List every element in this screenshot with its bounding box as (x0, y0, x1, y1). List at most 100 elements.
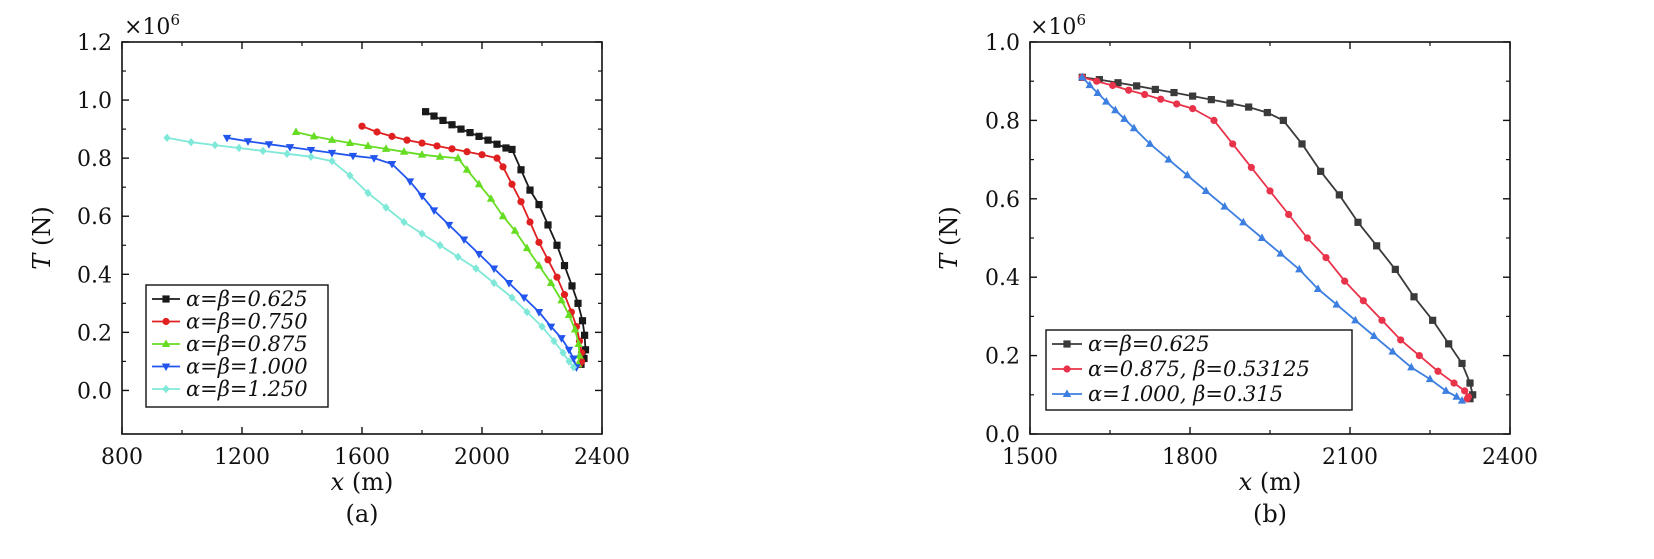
data-point (429, 207, 439, 216)
data-point (544, 221, 552, 229)
legend-box (145, 284, 329, 408)
data-point (1458, 359, 1466, 368)
data-point (403, 136, 411, 144)
data-point (535, 201, 543, 209)
data-point (1157, 95, 1165, 103)
data-point (1298, 140, 1306, 148)
data-point (1145, 139, 1155, 147)
x-tick-label: 2400 (574, 445, 630, 470)
data-point (1257, 233, 1267, 241)
y-tick-label: 0.8 (985, 109, 1020, 134)
legend-entry: α=β=0.625 (1088, 332, 1210, 356)
data-point (1378, 316, 1386, 324)
data-point (459, 236, 469, 245)
data-point (453, 153, 463, 162)
data-point (1093, 88, 1102, 96)
x-tick-label: 2100 (1322, 445, 1378, 470)
x-axis-label: x (m) (331, 468, 394, 496)
x-tick-label: 1600 (334, 445, 390, 470)
data-point (565, 357, 573, 366)
legend: α=β=0.625α=β=0.750α=β=0.875α=β=1.000α=β=… (145, 284, 329, 408)
x-tick-label: 1800 (1162, 445, 1218, 470)
data-point (546, 323, 556, 332)
data-point (418, 229, 426, 238)
data-point (328, 156, 336, 166)
series-5 (163, 133, 578, 372)
legend-marker (1062, 389, 1072, 397)
data-point (535, 238, 543, 246)
data-point (564, 346, 574, 355)
data-point (285, 144, 295, 152)
data-point (486, 194, 496, 202)
data-point (1425, 374, 1435, 383)
legend-entry: α=β=0.750 (186, 310, 308, 334)
data-point (1164, 155, 1173, 163)
data-point (436, 241, 444, 250)
data-point (1183, 170, 1192, 179)
data-point (417, 150, 427, 158)
data-point (1391, 265, 1399, 273)
data-point (1078, 72, 1087, 81)
data-point (259, 146, 267, 156)
legend-marker (161, 339, 171, 347)
data-point (388, 132, 396, 140)
y-tick-label: 0.0 (985, 423, 1020, 448)
data-point (550, 336, 558, 346)
data-point (463, 148, 471, 156)
data-point (1229, 140, 1237, 148)
data-point (1266, 187, 1274, 195)
data-point (348, 152, 358, 161)
legend-marker (162, 295, 170, 303)
data-point (510, 226, 520, 234)
data-point (493, 154, 501, 162)
y-tick-label: 0.2 (985, 345, 1020, 370)
data-point (309, 131, 319, 140)
y-tick-label: 0.4 (985, 266, 1020, 291)
data-point (1466, 379, 1474, 387)
data-point (560, 261, 569, 270)
data-point (1133, 82, 1141, 90)
data-point (1410, 293, 1418, 301)
data-point (472, 264, 480, 273)
data-point (382, 203, 390, 212)
data-point (484, 136, 492, 144)
legend-entry: α=1.000, β=0.315 (1088, 382, 1283, 406)
data-point (546, 278, 556, 287)
data-point (358, 122, 366, 130)
data-point (1452, 392, 1461, 400)
data-point (466, 128, 474, 137)
data-point (574, 339, 583, 347)
data-point (1359, 297, 1367, 305)
data-point (399, 147, 409, 155)
data-point (1441, 386, 1451, 394)
data-point (1397, 336, 1405, 344)
data-point (1341, 277, 1349, 285)
data-point (581, 331, 589, 339)
data-point (400, 217, 408, 227)
data-point (381, 144, 391, 152)
legend-marker (162, 384, 170, 394)
y-multiplier: ×106 (1030, 11, 1086, 40)
data-point (493, 140, 501, 148)
data-point (559, 348, 567, 357)
data-point (243, 138, 253, 146)
data-point (462, 165, 472, 173)
x-tick-label: 2400 (1482, 445, 1538, 470)
data-point (187, 137, 195, 147)
legend-entry: α=β=1.250 (186, 377, 308, 401)
series-3 (1078, 72, 1467, 404)
data-point (346, 171, 354, 180)
data-point (1125, 86, 1133, 94)
data-point (1129, 123, 1139, 132)
data-point (1189, 105, 1197, 113)
data-point (489, 265, 499, 274)
data-point (422, 108, 430, 116)
data-point (454, 252, 462, 262)
data-point (264, 141, 274, 149)
y-tick-label: 0.6 (77, 205, 112, 230)
data-point (1170, 88, 1178, 97)
data-point (502, 144, 510, 152)
data-point (508, 145, 516, 154)
data-point (283, 149, 291, 158)
